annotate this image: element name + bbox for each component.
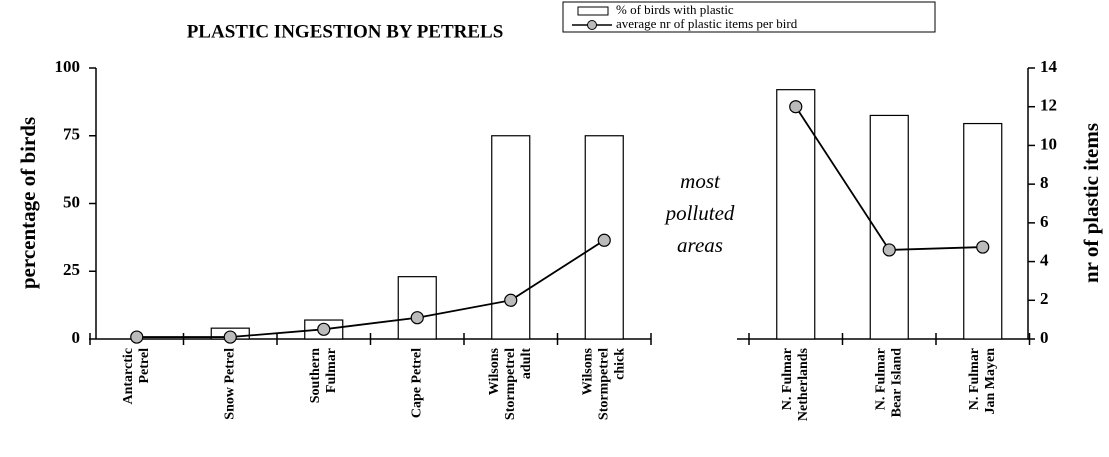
bar <box>869 114 909 340</box>
y-tick-label: 50 <box>63 192 80 211</box>
y2-tick-label: 6 <box>1040 212 1049 231</box>
bar <box>491 135 531 340</box>
x-tick-label: adult <box>519 348 534 379</box>
x-tick-label: Wilsons <box>580 347 595 395</box>
bar <box>963 122 1003 340</box>
y2-tick-label: 0 <box>1040 328 1049 347</box>
annotation: polluted <box>664 201 735 225</box>
line-marker <box>504 293 518 307</box>
line-marker <box>882 243 896 257</box>
legend-label: average nr of plastic items per bird <box>616 16 798 31</box>
x-tick-label: Bear Island <box>889 348 904 418</box>
y-tick-label: 75 <box>63 125 80 144</box>
y2-tick-label: 2 <box>1040 289 1049 308</box>
y-tick-label: 25 <box>63 260 80 279</box>
x-tick-label: N. Fulmar <box>780 348 795 410</box>
line-marker <box>789 100 803 114</box>
y2-tick-label: 4 <box>1040 250 1049 269</box>
line-marker <box>976 240 990 254</box>
y-tick-label: 100 <box>55 57 81 76</box>
x-tick-label: Petrel <box>137 348 152 384</box>
x-tick-label: N. Fulmar <box>873 348 888 410</box>
annotation: most <box>680 169 721 193</box>
y2-tick-label: 8 <box>1040 173 1049 192</box>
line <box>136 239 605 338</box>
x-tick-label: Netherlands <box>796 347 811 421</box>
x-tick-label: Jan Mayen <box>983 348 998 415</box>
legend-swatch <box>577 6 609 16</box>
y2-tick-label: 12 <box>1040 96 1057 115</box>
annotation: areas <box>677 233 723 257</box>
x-tick-label: Antarctic <box>121 348 136 405</box>
y2-axis-label: nr of plastic items <box>1079 123 1103 283</box>
line-marker <box>410 311 424 325</box>
chart-title: PLASTIC INGESTION BY PETRELS <box>187 21 504 42</box>
x-tick-label: Fulmar <box>324 348 339 393</box>
x-tick-label: N. Fulmar <box>967 348 982 410</box>
x-tick-label: Cape Petrel <box>409 348 424 418</box>
line-marker <box>223 330 237 344</box>
x-tick-label: chick <box>612 348 627 380</box>
legend-label: % of birds with plastic <box>616 2 734 17</box>
bar <box>397 276 437 340</box>
x-tick-label: Stormpetrel <box>503 348 518 420</box>
line-marker <box>597 233 611 247</box>
y-tick-label: 0 <box>72 328 81 347</box>
x-tick-label: Stormpetrel <box>596 348 611 420</box>
y2-tick-label: 14 <box>1040 57 1058 76</box>
x-tick-label: Snow Petrel <box>222 348 237 420</box>
bar <box>776 89 816 340</box>
y2-tick-label: 10 <box>1040 134 1057 153</box>
y-axis-label: percentage of birds <box>16 117 40 289</box>
legend-marker <box>587 20 597 30</box>
x-tick-label: Wilsons <box>487 347 502 395</box>
legend-box <box>562 1 936 33</box>
x-tick-label: Southern <box>308 348 323 403</box>
line-marker <box>130 330 144 344</box>
line-marker <box>317 322 331 336</box>
